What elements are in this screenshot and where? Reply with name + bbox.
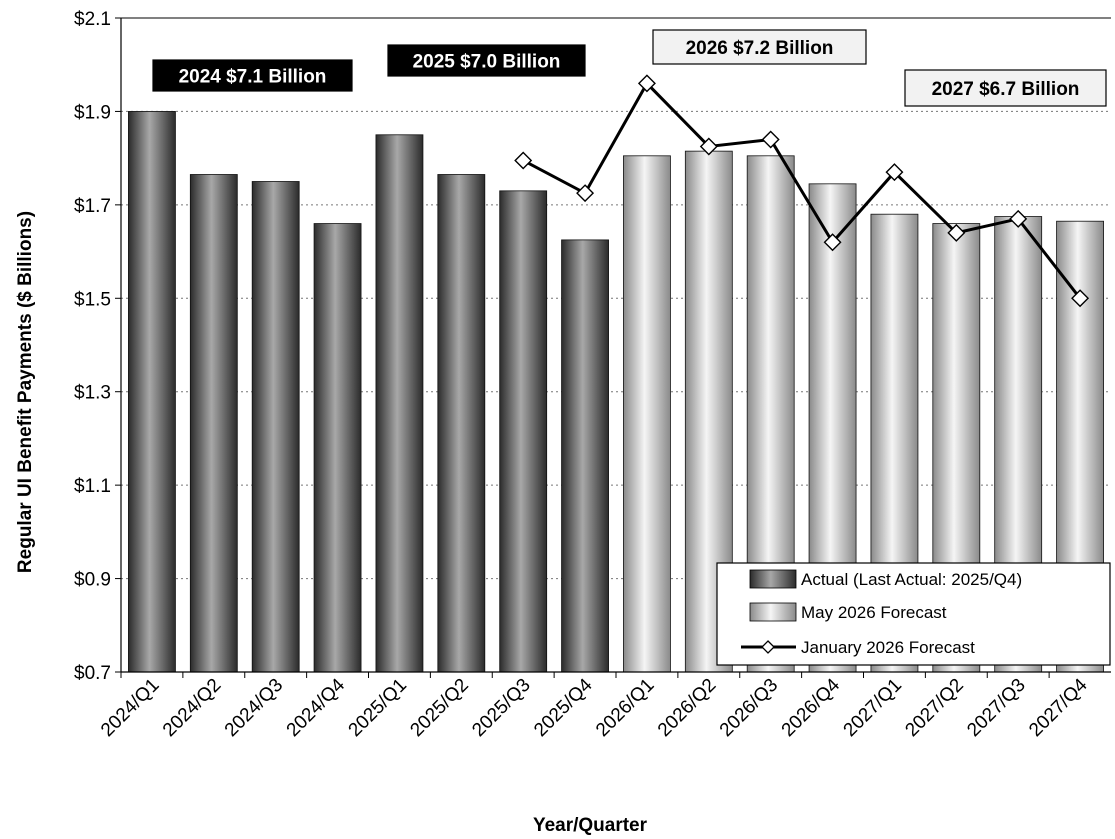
y-tick-label: $0.9 bbox=[74, 570, 111, 591]
january-forecast-point-2027-q4 bbox=[1071, 289, 1090, 308]
january-forecast-point-2026-q3 bbox=[761, 130, 780, 149]
x-tick-label: 2027/Q2 bbox=[901, 675, 967, 741]
y-axis: $0.7 $0.9 $1.1 $1.3 $1.5 $1.7 $1.9 $2.1 bbox=[74, 9, 1111, 684]
actual-bar-2025-q3 bbox=[499, 190, 548, 673]
actual-bar-2024-q4 bbox=[313, 223, 362, 673]
y-tick-label: $1.3 bbox=[74, 383, 111, 404]
x-tick-label: 2024/Q1 bbox=[97, 675, 163, 741]
x-tick-label: 2025/Q1 bbox=[345, 675, 411, 741]
y-tick-label: $1.7 bbox=[74, 196, 111, 217]
legend-swatch-actual bbox=[749, 569, 797, 589]
january-forecast-point-2026-q1 bbox=[637, 74, 656, 93]
january-forecast-point-2027-q2 bbox=[947, 223, 966, 242]
x-axis: 2024/Q12024/Q22024/Q32024/Q42025/Q12025/… bbox=[97, 671, 1111, 741]
x-tick-label: 2027/Q3 bbox=[963, 675, 1029, 741]
x-tick-label: 2026/Q1 bbox=[592, 675, 658, 741]
actual-bar-2024-q1 bbox=[128, 111, 176, 673]
actual-bar-2025-q2 bbox=[437, 174, 486, 673]
actual-bar-2025-q4 bbox=[561, 239, 609, 673]
x-axis-title: Year/Quarter bbox=[533, 815, 648, 836]
january-forecast-point-2026-q4 bbox=[823, 233, 842, 252]
january-forecast-point-2025-q3 bbox=[514, 151, 533, 170]
annotation-label: 2027 $6.7 Billion bbox=[932, 79, 1080, 100]
january-forecast-point-2025-q4 bbox=[576, 184, 595, 203]
y-tick-label: $2.1 bbox=[74, 9, 111, 30]
x-tick-label: 2026/Q4 bbox=[778, 674, 845, 741]
x-tick-label: 2026/Q2 bbox=[654, 675, 720, 741]
x-tick-label: 2027/Q4 bbox=[1025, 674, 1092, 741]
may-forecast-bar-2026-q1 bbox=[623, 155, 671, 673]
legend: Actual (Last Actual: 2025/Q4) May 2026 F… bbox=[716, 562, 1111, 666]
annotation-box bbox=[652, 29, 867, 65]
actual-bar-2024-q3 bbox=[251, 181, 300, 673]
forecast-line bbox=[514, 74, 1090, 308]
annotation-box bbox=[387, 44, 586, 77]
x-tick-label: 2025/Q2 bbox=[406, 675, 472, 741]
x-tick-label: 2024/Q4 bbox=[283, 674, 350, 741]
y-tick-label: $1.9 bbox=[74, 102, 111, 123]
january-forecast-line bbox=[522, 80, 1082, 300]
legend-swatch-january-marker bbox=[761, 640, 775, 654]
annotation-box bbox=[152, 59, 353, 92]
actual-bar-2024-q2 bbox=[189, 174, 238, 673]
x-tick-label: 2024/Q3 bbox=[221, 675, 287, 741]
y-axis-title: Regular UI Benefit Payments ($ Billions) bbox=[15, 211, 36, 573]
january-forecast-point-2027-q1 bbox=[885, 163, 904, 182]
x-tick-label: 2027/Q1 bbox=[840, 675, 906, 741]
legend-label-january: January 2026 Forecast bbox=[801, 638, 975, 657]
x-tick-label: 2025/Q4 bbox=[530, 674, 597, 741]
legend-label-may: May 2026 Forecast bbox=[801, 603, 947, 622]
legend-swatch-may bbox=[749, 602, 797, 622]
annotations: 2024 $7.1 Billion 2025 $7.0 Billion 2026 $… bbox=[152, 29, 1107, 107]
annotation-label: 2024 $7.1 Billion bbox=[179, 67, 327, 88]
legend-label-actual: Actual (Last Actual: 2025/Q4) bbox=[801, 570, 1022, 589]
january-forecast-point-2026-q2 bbox=[699, 137, 718, 156]
y-tick-label: $1.1 bbox=[74, 476, 111, 497]
annotation-label: 2026 $7.2 Billion bbox=[686, 38, 834, 59]
annotation-label: 2025 $7.0 Billion bbox=[413, 52, 561, 73]
x-tick-label: 2025/Q3 bbox=[468, 675, 534, 741]
annotation-box bbox=[904, 69, 1107, 107]
x-tick-label: 2026/Q3 bbox=[716, 675, 782, 741]
january-forecast-point-2027-q3 bbox=[1009, 209, 1028, 228]
x-tick-label: 2024/Q2 bbox=[159, 675, 225, 741]
actual-bar-2025-q1 bbox=[375, 134, 424, 673]
y-tick-label: $1.5 bbox=[74, 289, 111, 310]
y-tick-label: $0.7 bbox=[74, 663, 111, 684]
